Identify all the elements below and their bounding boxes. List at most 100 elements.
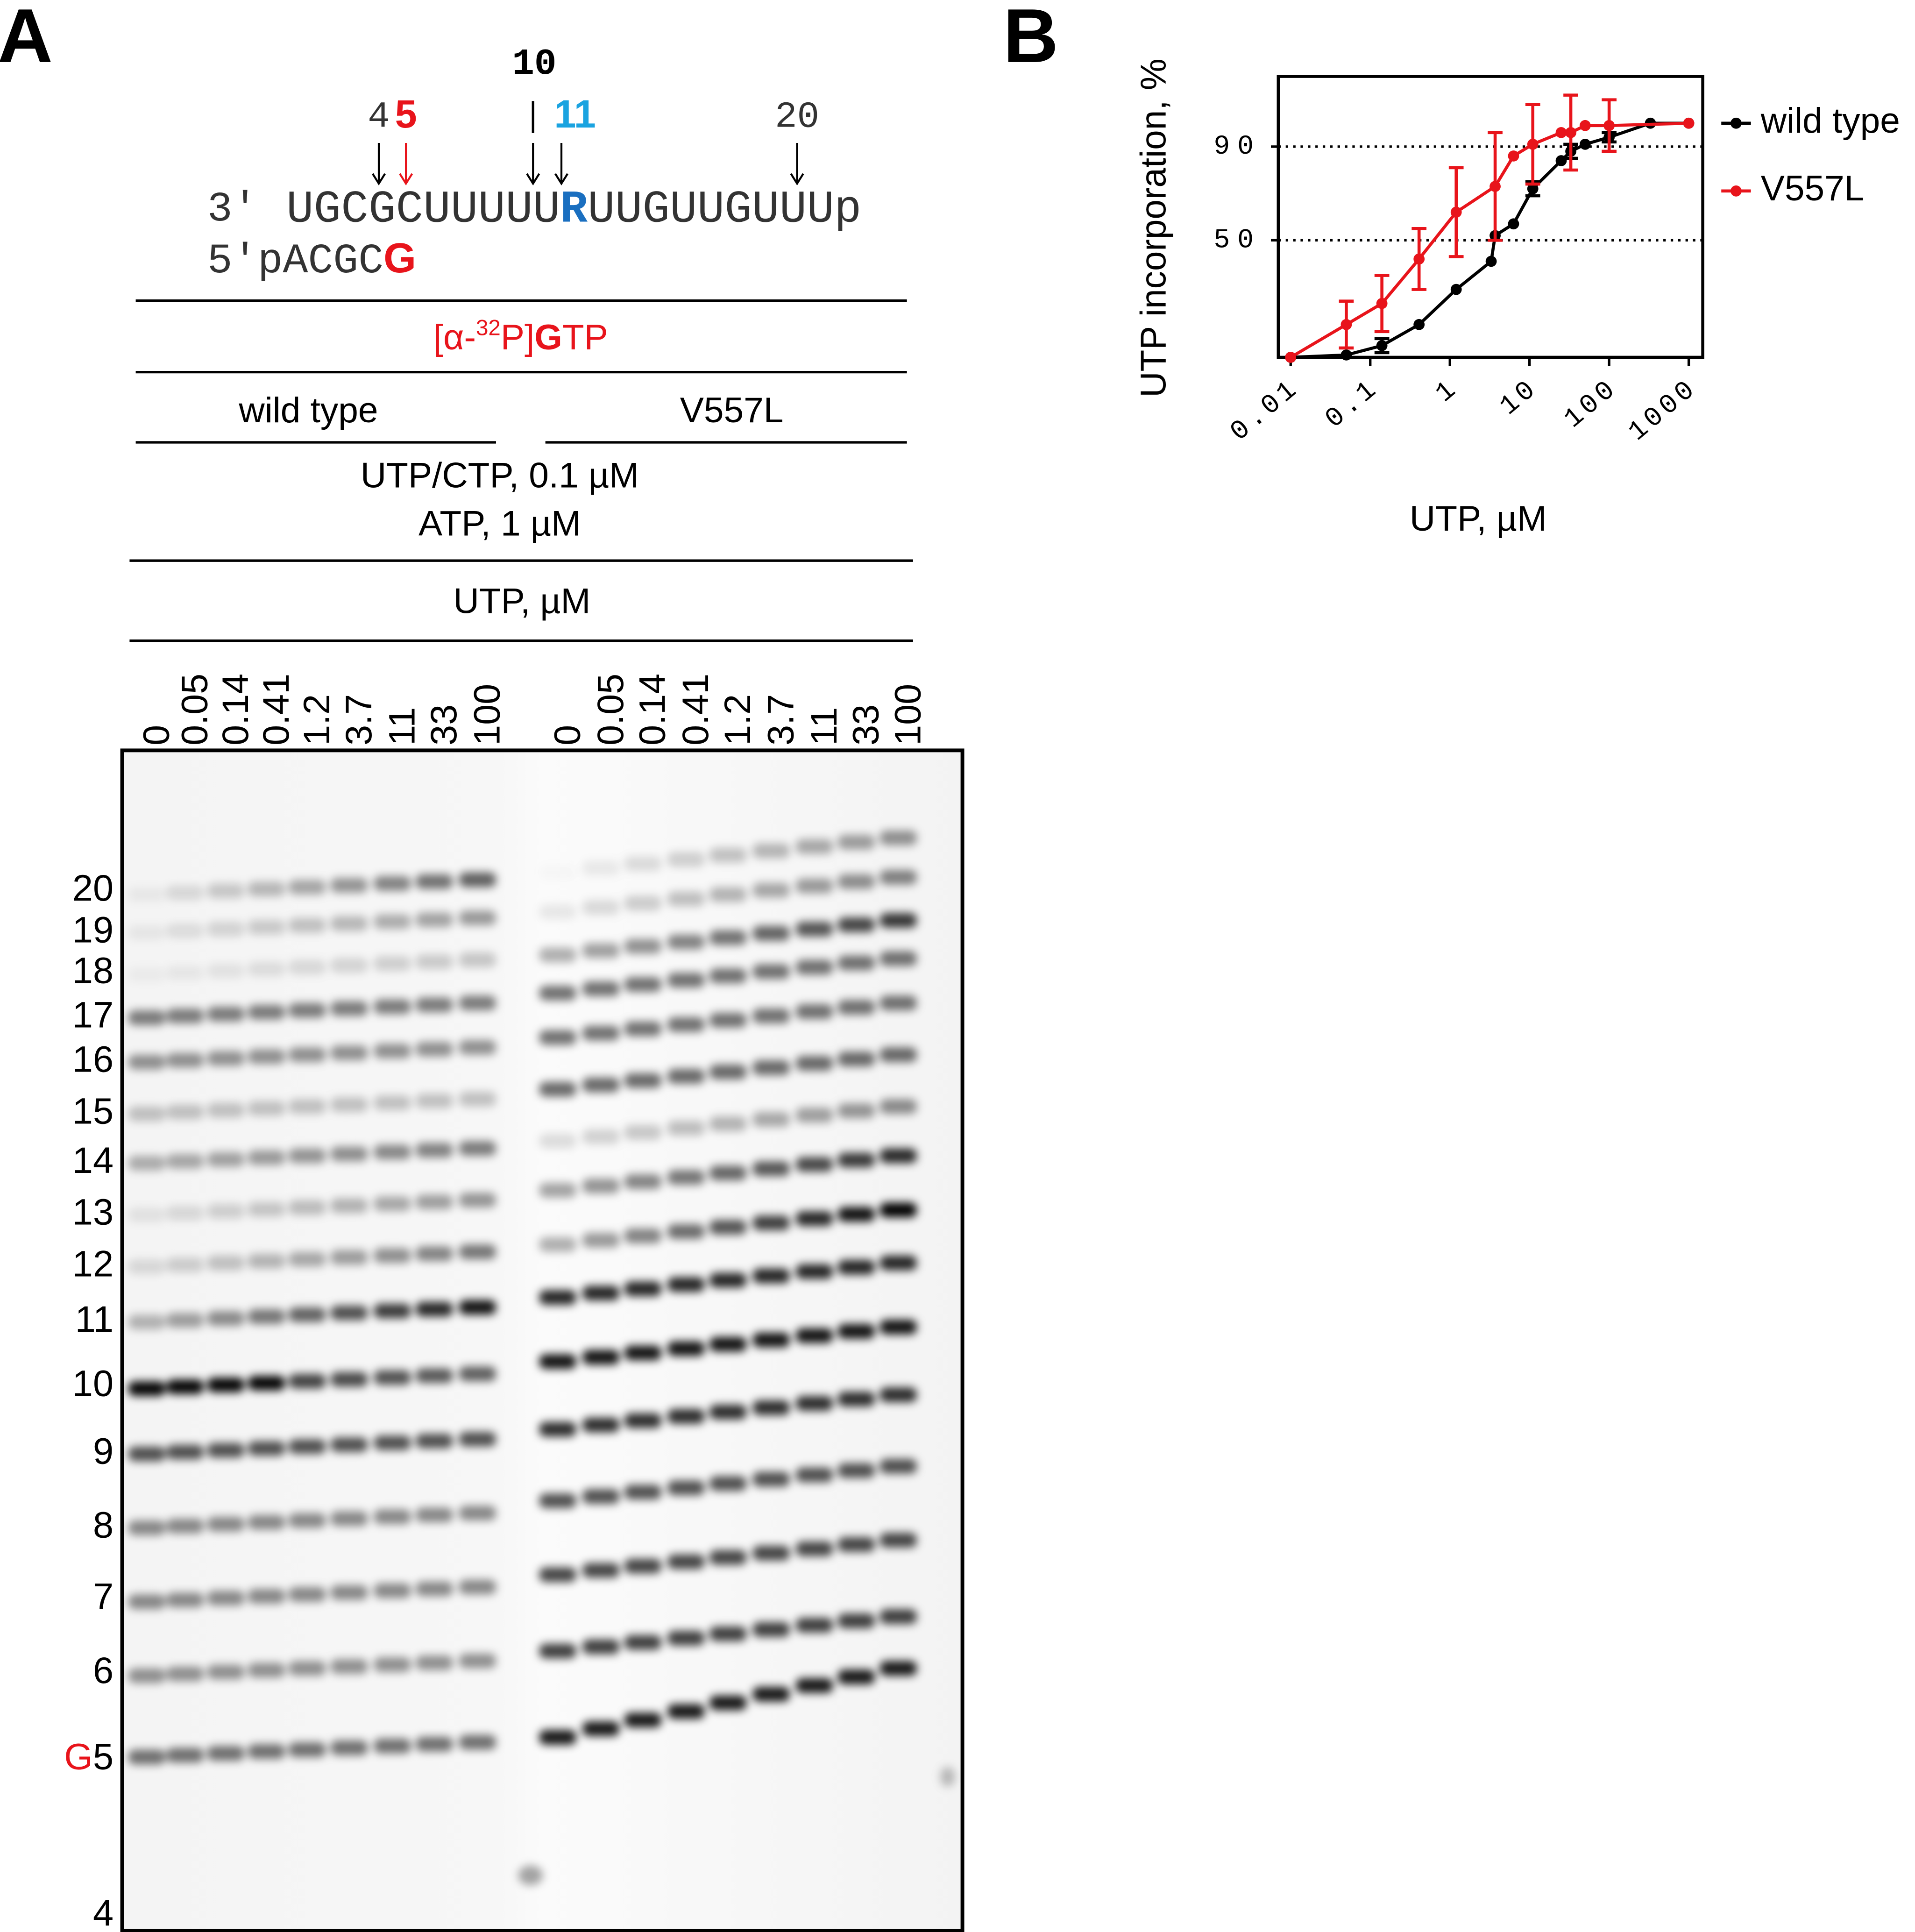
gel-band	[207, 1102, 245, 1118]
gel-band	[837, 1463, 875, 1478]
gel-band	[207, 1591, 245, 1605]
gel-band	[330, 1001, 368, 1016]
gel-band	[837, 1537, 875, 1552]
gel-band	[752, 1471, 790, 1487]
lane-label: 11	[803, 707, 844, 746]
gel-band	[624, 1635, 661, 1650]
y-tick-label: 90	[1213, 132, 1261, 162]
gel-band	[166, 1154, 204, 1169]
gel-band	[667, 1017, 705, 1032]
group-label: wild type	[238, 391, 378, 430]
lane-label: 0.14	[631, 674, 673, 746]
size-label: 8	[93, 1504, 113, 1546]
gel-band	[330, 916, 368, 931]
gel-band	[795, 1678, 833, 1693]
arrows	[372, 142, 804, 186]
gel-band	[207, 1007, 245, 1022]
gel-band	[624, 1073, 661, 1088]
gel-band	[207, 1442, 245, 1458]
gel-band	[667, 1631, 705, 1646]
primer-residue: G	[383, 235, 416, 282]
data-point	[1485, 256, 1497, 267]
gel-band	[416, 874, 453, 889]
gel-band	[416, 1042, 453, 1057]
gel-band	[330, 1437, 368, 1452]
gel-band	[248, 961, 285, 977]
data-point	[1527, 139, 1539, 150]
template-part: UGCGCUUUUU	[286, 184, 560, 235]
gel-band	[879, 1202, 917, 1218]
gel-band	[248, 1515, 285, 1530]
gel-band	[667, 934, 705, 950]
gel-band	[709, 1116, 747, 1131]
gel-band	[207, 883, 245, 898]
gel-band	[624, 895, 661, 911]
gel-band	[128, 1208, 165, 1222]
gel-band	[248, 1150, 285, 1165]
gel-band	[837, 835, 875, 850]
gel-band	[624, 856, 661, 871]
gel-band	[374, 956, 411, 971]
gel-band	[752, 926, 790, 941]
gel-band	[416, 1581, 453, 1597]
gel-band	[539, 1081, 576, 1097]
gel-band	[166, 1519, 204, 1534]
gel-band	[709, 1165, 747, 1180]
gel-band	[166, 1666, 204, 1682]
gel-band	[459, 1300, 496, 1315]
template-sequence: UGCGCUUUUURUUGUUGUUUp	[286, 184, 862, 235]
gel-band	[879, 995, 917, 1010]
condition: UTP/CTP, 0.1 µM	[361, 456, 639, 496]
gel-band	[837, 1000, 875, 1015]
gel-band	[879, 1047, 917, 1062]
gel-band	[752, 1009, 790, 1023]
gel-band	[128, 1156, 165, 1171]
gel-band	[416, 1094, 453, 1108]
gel-band	[539, 1421, 576, 1437]
gel-band	[128, 1314, 165, 1330]
gel-band	[795, 922, 833, 937]
gel-band	[166, 965, 204, 980]
data-point	[1527, 183, 1539, 194]
gel-band	[624, 1281, 661, 1296]
data-point	[1579, 120, 1591, 131]
position-label: 4	[368, 96, 390, 138]
data-point	[1683, 117, 1695, 129]
gel-band	[128, 1594, 165, 1609]
gel-band	[624, 938, 661, 954]
gel-band	[416, 1655, 453, 1670]
data-point	[1555, 127, 1567, 138]
x-tick-label: 0.1	[1320, 373, 1385, 435]
gel-band	[795, 1541, 833, 1556]
gel-band	[837, 1103, 875, 1118]
gel-band	[207, 922, 245, 937]
lane-label: 3.7	[759, 694, 801, 746]
gel-band	[289, 1307, 326, 1322]
size-label: 9	[93, 1430, 113, 1472]
gel-band	[459, 1506, 496, 1520]
data-point	[1508, 218, 1519, 230]
gel-band	[795, 1328, 833, 1343]
gel-band	[459, 1244, 496, 1259]
gel-band	[166, 1313, 204, 1328]
gel-band	[752, 1687, 790, 1702]
gel-band	[374, 914, 411, 929]
lane-labels: 00.050.140.411.2 3.7 11 33 100 0 0.05 0.14 0.41 1…	[135, 674, 929, 746]
gel-band	[374, 1303, 411, 1319]
size-label: 10	[72, 1362, 113, 1404]
gel-band	[289, 1513, 326, 1528]
gel-band	[709, 1220, 747, 1235]
gel-band	[330, 1305, 368, 1321]
gel-band	[374, 1657, 411, 1672]
gel-band	[539, 1567, 576, 1582]
data-point	[1340, 319, 1352, 330]
gel-band	[667, 1069, 705, 1084]
lane-label: 0.41	[255, 674, 297, 746]
gel-band	[128, 1668, 165, 1683]
x-tick-label: 1	[1430, 373, 1465, 409]
gel-band	[539, 1237, 576, 1252]
gel-band	[128, 1749, 165, 1765]
x-axis-label: UTP, µM	[1410, 499, 1547, 539]
gel-band	[752, 1215, 790, 1230]
